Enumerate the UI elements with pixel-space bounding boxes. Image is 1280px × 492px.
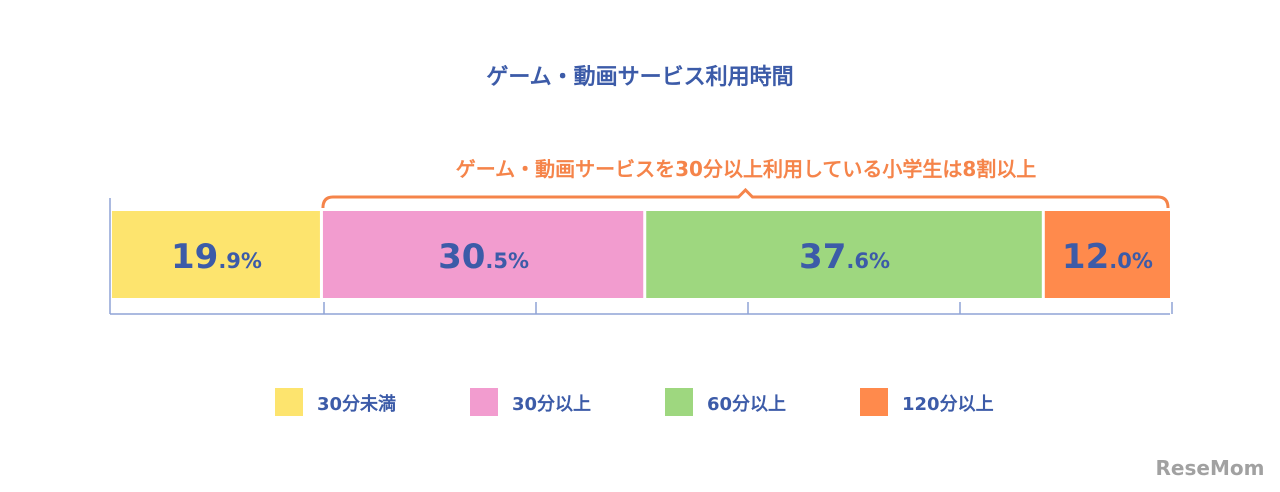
legend-swatch bbox=[665, 388, 693, 416]
legend-label: 120分以上 bbox=[902, 394, 994, 415]
bar-segment bbox=[112, 211, 320, 298]
bar-segment bbox=[1044, 211, 1170, 298]
resemom-logo: ReseMom bbox=[1156, 456, 1265, 480]
legend-item: 120分以上 bbox=[860, 388, 994, 416]
annotation-bracket bbox=[321, 187, 1170, 209]
legend-swatch bbox=[470, 388, 498, 416]
chart-title: ゲーム・動画サービス利用時間 bbox=[486, 65, 793, 90]
data-label: 19.9% bbox=[171, 237, 262, 277]
data-label: 37.6% bbox=[799, 237, 890, 277]
legend-label: 30分未満 bbox=[317, 393, 396, 415]
legend-label: 60分以上 bbox=[707, 394, 786, 415]
legend-item: 30分未満 bbox=[275, 388, 396, 416]
data-label: 30.5% bbox=[438, 237, 529, 277]
legend-label: 30分以上 bbox=[512, 394, 591, 415]
legend-item: 30分以上 bbox=[470, 388, 591, 416]
legend-item: 60分以上 bbox=[665, 388, 786, 416]
legend-swatch bbox=[275, 388, 303, 416]
legend-swatch bbox=[860, 388, 888, 416]
bar-segment bbox=[646, 211, 1042, 298]
data-label: 12.0% bbox=[1062, 237, 1153, 277]
annotation-text: ゲーム・動画サービスを30分以上利用している小学生は8割以上 bbox=[456, 157, 1037, 181]
bar-segment bbox=[322, 211, 644, 298]
